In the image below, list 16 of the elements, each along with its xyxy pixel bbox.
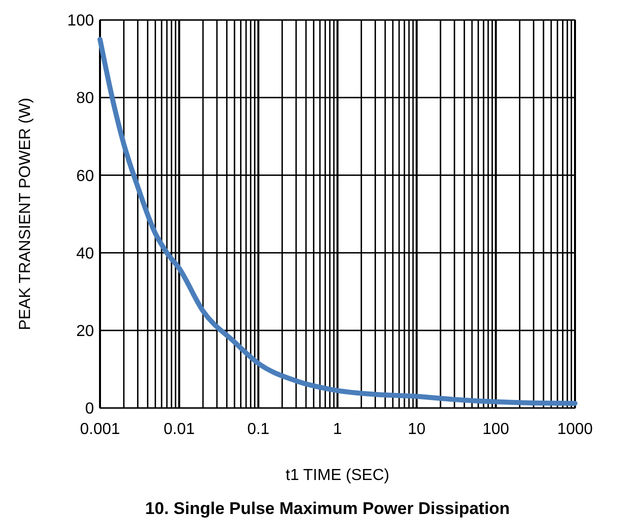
y-tick-label: 100 <box>67 12 94 30</box>
x-tick-label: 1 <box>333 421 342 438</box>
y-tick-label: 20 <box>76 323 94 340</box>
x-tick-label: 1000 <box>557 421 593 438</box>
y-tick-label: 0 <box>85 400 94 418</box>
y-axis-title: PEAK TRANSIENT POWER (W) <box>17 98 34 330</box>
x-tick-label: 100 <box>482 421 510 438</box>
y-tick-label: 60 <box>76 168 94 185</box>
y-tick-label: 40 <box>76 245 94 262</box>
x-tick-label: 0.1 <box>247 421 270 438</box>
text: 10. Single Pulse Maximum Power Dissipation <box>145 499 510 518</box>
y-tick-label: 80 <box>76 90 94 108</box>
x-tick-label: 0.001 <box>80 421 120 438</box>
x-tick-label: 0.01 <box>164 421 195 438</box>
x-axis-title: t1 TIME (SEC) <box>286 467 390 484</box>
x-tick-label: 10 <box>408 421 426 438</box>
